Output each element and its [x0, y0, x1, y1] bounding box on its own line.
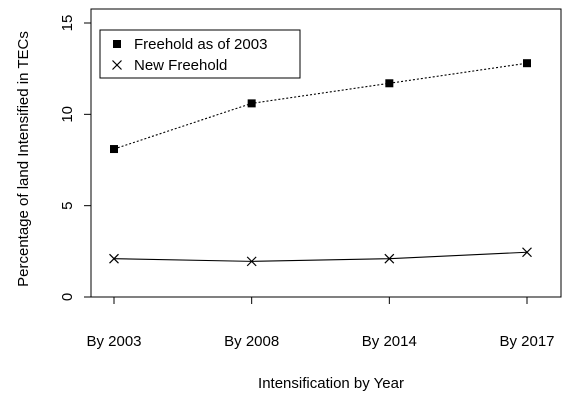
- data-point: [109, 253, 119, 264]
- series-2: [109, 247, 532, 267]
- data-point: [110, 145, 118, 154]
- y-tick-label: 5: [59, 201, 76, 209]
- x-tick-label: By 2014: [362, 333, 417, 350]
- x-axis-title: Intensification by Year: [258, 375, 404, 392]
- x-tick-label: By 2008: [224, 333, 279, 350]
- data-point-stroke: [522, 247, 532, 258]
- data-point: [113, 40, 121, 48]
- plot-border: [90, 8, 562, 298]
- data-point: [385, 79, 394, 88]
- data-point: [246, 256, 257, 267]
- data-point: [247, 99, 256, 108]
- y-tick-label: 15: [59, 15, 76, 32]
- legend-box: [99, 29, 301, 79]
- data-point-stroke: [109, 253, 119, 264]
- data-point: [384, 253, 395, 264]
- legend-label: New Freehold: [134, 57, 227, 74]
- data-point-stroke: [384, 253, 395, 264]
- data-point-stroke: [112, 60, 122, 70]
- x-tick-label: By 2003: [86, 333, 141, 350]
- legend-label: Freehold as of 2003: [134, 36, 267, 53]
- y-axis-title: Percentage of land Intensified in TECs: [15, 31, 32, 287]
- data-point: [522, 247, 532, 258]
- legend: Freehold as of 2003 New Freehold: [99, 29, 301, 79]
- x-tick-label: By 2017: [499, 333, 554, 350]
- series-layer: [109, 59, 532, 267]
- data-point: [523, 59, 531, 68]
- y-tick-label: 0: [59, 293, 76, 301]
- y-tick-label: 10: [59, 106, 76, 123]
- series-1: [110, 59, 531, 154]
- axes: By 2003 By 2008 By 2014 By 2017 0 5 10 15: [59, 15, 555, 350]
- series-line: [113, 62, 528, 150]
- plot-area: [90, 8, 562, 298]
- series-line: [113, 251, 528, 262]
- data-point: [112, 60, 122, 70]
- data-point-stroke: [246, 256, 257, 267]
